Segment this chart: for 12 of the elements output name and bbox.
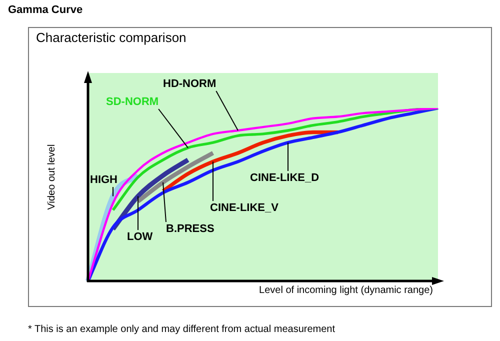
series-label: CINE-LIKE_D [250,172,320,184]
series-label: HIGH [90,174,118,186]
text: CINE-LIKE_V [210,202,280,214]
series-label: LOW [127,231,154,244]
text: HD-NORM [163,78,216,90]
x-axis-title: Level of incoming light (dynamic range) [259,285,433,296]
text: * This is an example only and may different from actual measurement [28,324,336,335]
y-axis-title: Video out level [46,144,58,210]
text: SD-NORM [106,96,159,108]
text: B.PRESS [166,223,214,236]
chart-title: Gamma Curve [8,4,83,16]
chart-subtitle: Characteristic comparison [36,30,186,45]
